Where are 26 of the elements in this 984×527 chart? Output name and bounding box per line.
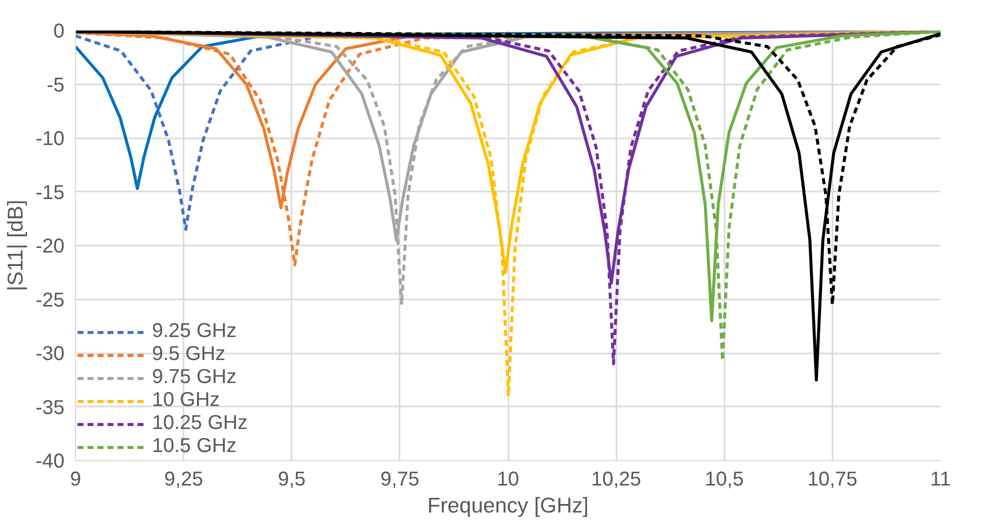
y-tick-label: -35 <box>36 396 64 419</box>
legend-label: 9.5 GHz <box>152 343 226 366</box>
y-tick-label: -5 <box>46 74 65 96</box>
x-tick-label: 11 <box>930 468 951 490</box>
y-tick-label: 0 <box>53 20 64 42</box>
legend-label: 9.75 GHz <box>152 366 236 389</box>
x-axis-title: Frequency [GHz] <box>427 494 589 518</box>
x-tick-label: 10,5 <box>704 468 744 490</box>
legend-label: 10 GHz <box>152 389 220 412</box>
x-tick-label: 10 <box>496 468 520 490</box>
y-tick-label: -40 <box>36 450 64 472</box>
y-tick-label: -30 <box>36 343 64 365</box>
x-tick-label: 9,5 <box>278 468 306 490</box>
y-tick-label: -15 <box>36 182 64 204</box>
y-tick-label: -20 <box>36 236 64 258</box>
y-tick-label: -25 <box>36 289 64 312</box>
legend-label: 9.25 GHz <box>152 320 236 343</box>
legend-label: 10.25 GHz <box>152 412 248 435</box>
x-tick-label: 10,25 <box>591 468 642 490</box>
x-tick-label: 9,75 <box>380 468 420 490</box>
x-tick-label: 10,75 <box>807 468 858 490</box>
legend-label: 10.5 GHz <box>152 435 236 458</box>
y-axis-title: |S11| [dB] <box>4 200 28 292</box>
x-tick-label: 9 <box>70 468 82 490</box>
y-tick-label: -10 <box>36 128 64 150</box>
x-tick-label: 9,25 <box>164 468 204 490</box>
